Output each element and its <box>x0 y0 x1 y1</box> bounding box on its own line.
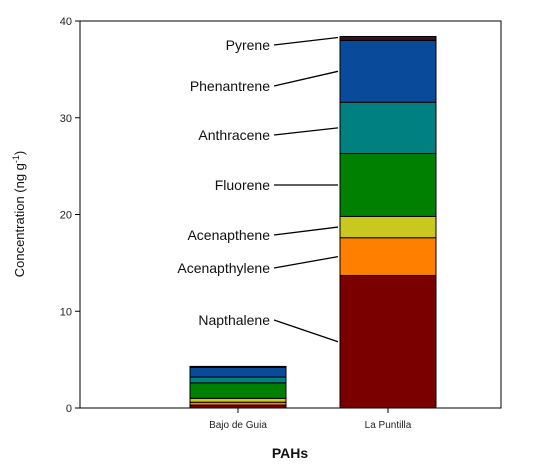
x-category-label: La Puntilla <box>365 420 412 431</box>
y-axis-title: Concentration (ng g-1) <box>11 151 27 278</box>
annotation-label: Napthalene <box>198 312 270 328</box>
y-tick-label: 10 <box>60 306 72 318</box>
bar-segment-napthalene <box>339 274 437 409</box>
bar-segment-fluorene <box>339 153 437 217</box>
annotation-label: Acenapthene <box>187 227 270 243</box>
plot-frame <box>79 20 502 409</box>
segment-annotations: Napthalene Acenapthylene Acenapthene Fluore… <box>177 36 339 343</box>
bar-segment-phenantrene <box>339 39 437 103</box>
annotation-leader-line <box>273 319 339 343</box>
y-axis-ticks: 0 10 20 30 40 <box>60 16 80 415</box>
plot-area <box>79 20 502 409</box>
annotation-leader-line <box>273 255 339 269</box>
bar-segment-pyrene <box>189 365 287 368</box>
y-tick-label: 0 <box>66 403 72 415</box>
y-axis-title-superscript: -1 <box>11 155 21 163</box>
bar-segment-acenapthylene <box>339 237 437 276</box>
x-category-label: Bajo de Guia <box>209 420 267 431</box>
bars <box>189 35 437 409</box>
annotation-label: Fluorene <box>215 177 270 193</box>
bar-segment-acenapthene <box>189 397 287 403</box>
annotation-label: Pyrene <box>226 37 271 53</box>
bar-segment-pyrene <box>339 35 437 41</box>
annotation-leader-line <box>273 127 339 136</box>
bar-segment-anthracene <box>339 101 437 155</box>
bar-segment-fluorene <box>189 382 287 399</box>
y-tick-label: 20 <box>60 210 72 222</box>
y-axis-title-suffix: ) <box>12 151 27 155</box>
y-axis-title-main: Concentration (ng g <box>12 163 27 277</box>
y-tick-label: 40 <box>60 16 72 28</box>
annotation-label: Phenantrene <box>190 78 270 94</box>
annotation-label: Acenapthylene <box>177 260 270 276</box>
bar-segment-acenapthene <box>339 215 437 239</box>
bar-segment-anthracene <box>189 376 287 384</box>
annotation-leader-line <box>273 70 339 87</box>
y-tick-label: 30 <box>60 113 72 125</box>
bar-segment-phenantrene <box>189 366 287 378</box>
annotation-leader-line <box>273 36 339 46</box>
annotation-label: Anthracene <box>198 127 270 143</box>
x-axis-title: PAHs <box>272 445 309 461</box>
annotation-leader-line <box>273 226 339 236</box>
x-axis-categories: Bajo de Guia La Puntilla <box>209 408 412 431</box>
